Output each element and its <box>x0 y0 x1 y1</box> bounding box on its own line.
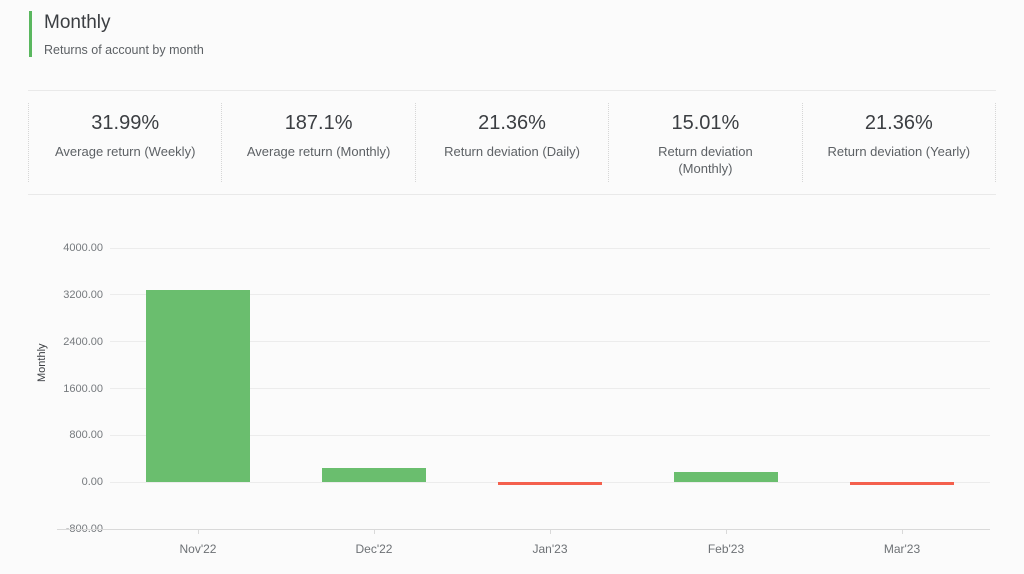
chart-bar-feb23[interactable] <box>674 472 778 483</box>
y-tick-label: 4000.00 <box>63 242 103 254</box>
monthly-returns-chart: Monthly 4000.00 3200.00 2400.00 1600.00 800.… <box>0 210 1024 574</box>
stat-label: Return deviation (Monthly) <box>658 144 753 176</box>
x-tick-mark <box>901 529 903 534</box>
section-header: Monthly Returns of account by month <box>29 11 204 57</box>
stat-value: 21.36% <box>478 112 546 134</box>
gridline <box>110 247 990 249</box>
stat-label: Return deviation (Yearly) <box>827 144 971 159</box>
chart-bar-nov22[interactable] <box>146 289 250 483</box>
x-tick-mark <box>197 529 199 534</box>
stat-average-return-weekly: 31.99% Average return (Weekly) <box>28 103 221 182</box>
x-tick-label: Feb'23 <box>707 542 745 556</box>
x-tick-label: Jan'23 <box>532 542 568 556</box>
stat-return-deviation-yearly: 21.36% Return deviation (Yearly) <box>801 103 997 182</box>
stat-return-deviation-daily: 21.36% Return deviation (Daily) <box>414 103 608 182</box>
page-subtitle: Returns of account by month <box>44 43 204 57</box>
y-tick-label: 800.00 <box>69 429 103 442</box>
gridline <box>110 294 990 296</box>
x-tick-mark <box>373 529 375 534</box>
x-tick-label: Dec'22 <box>355 542 393 556</box>
plot-area: 4000.00 3200.00 2400.00 1600.00 800.00 0.00 -8… <box>63 242 990 556</box>
gridline <box>110 341 990 343</box>
x-tick-label: Mar'23 <box>883 542 921 556</box>
chart-bar-jan23[interactable] <box>498 482 602 485</box>
stat-label: Return deviation (Daily) <box>444 144 580 159</box>
stats-strip: 31.99% Average return (Weekly) 187.1% Av… <box>28 90 997 195</box>
stat-return-deviation-monthly: 15.01% Return deviation (Monthly) <box>608 103 801 182</box>
y-axis-title: Monthly <box>36 343 48 382</box>
x-tick-mark <box>549 529 551 534</box>
stat-average-return-monthly: 187.1% Average return (Monthly) <box>221 103 414 182</box>
stat-value: 187.1% <box>284 112 353 134</box>
stat-value: 31.99% <box>91 112 160 134</box>
y-tick-label: 0.00 <box>81 476 103 489</box>
gridline <box>110 434 990 436</box>
stat-label: Average return (Monthly) <box>246 144 391 159</box>
chart-bar-mar23[interactable] <box>850 482 954 485</box>
x-tick-label: Nov'22 <box>179 542 217 556</box>
chart-bar-dec22[interactable] <box>322 467 426 483</box>
y-tick-label: 1600.00 <box>63 382 103 395</box>
gridline <box>110 388 990 389</box>
y-tick-label: 2400.00 <box>63 335 103 348</box>
stat-value: 15.01% <box>671 112 740 134</box>
y-tick-label: 3200.00 <box>63 288 103 301</box>
stat-value: 21.36% <box>864 112 933 134</box>
stat-label: Average return (Weekly) <box>54 144 196 159</box>
x-tick-mark <box>725 529 727 534</box>
x-axis-line <box>57 529 990 530</box>
page-title: Monthly <box>44 12 111 33</box>
